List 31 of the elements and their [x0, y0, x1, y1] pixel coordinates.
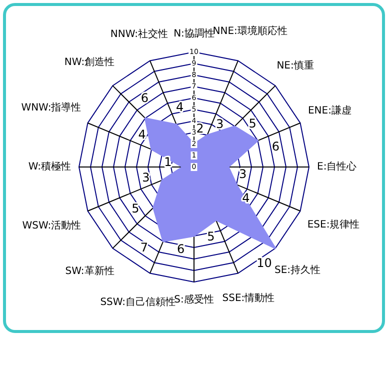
spoke-label: SSE:情動性 — [222, 292, 275, 304]
spoke-label: E:自性心 — [317, 160, 357, 173]
data-label: 6 — [140, 91, 148, 106]
data-label: 5 — [207, 230, 215, 244]
data-label: 7 — [140, 240, 148, 255]
spoke-label: SSW:自己信頼性 — [100, 296, 176, 308]
data-label: 5 — [248, 116, 256, 131]
data-label: 4 — [138, 127, 146, 142]
data-label: 5 — [132, 202, 140, 216]
spoke-label: ENE:謙虚 — [308, 104, 352, 116]
spoke-label: WNW:指導性 — [21, 101, 82, 114]
data-label: 10 — [256, 256, 272, 270]
data-label: 6 — [177, 242, 185, 256]
data-label: 6 — [272, 140, 280, 154]
spoke-label: S:感受性 — [174, 294, 214, 306]
spoke-label: ESE:規律性 — [307, 218, 360, 230]
spoke-label: NE:慎重 — [276, 59, 314, 72]
spoke-label: N:協調性 — [174, 28, 214, 40]
spoke-label: WSW:活動性 — [22, 220, 82, 232]
spoke-label: NNE:環境順応性 — [212, 25, 288, 38]
spoke-label: NNW:社交性 — [110, 28, 168, 40]
data-label: 3 — [142, 170, 150, 185]
data-label: 4 — [242, 190, 250, 205]
data-label: 3 — [216, 116, 224, 131]
spoke-label: SW:革新性 — [65, 264, 114, 277]
data-label: 3 — [239, 166, 247, 181]
data-label: 4 — [176, 100, 184, 114]
spoke-label: NW:創造性 — [64, 56, 115, 68]
spoke-label: SE:持久性 — [274, 264, 321, 276]
spoke-label: W:積極性 — [28, 160, 71, 173]
data-label: 1 — [164, 154, 172, 169]
